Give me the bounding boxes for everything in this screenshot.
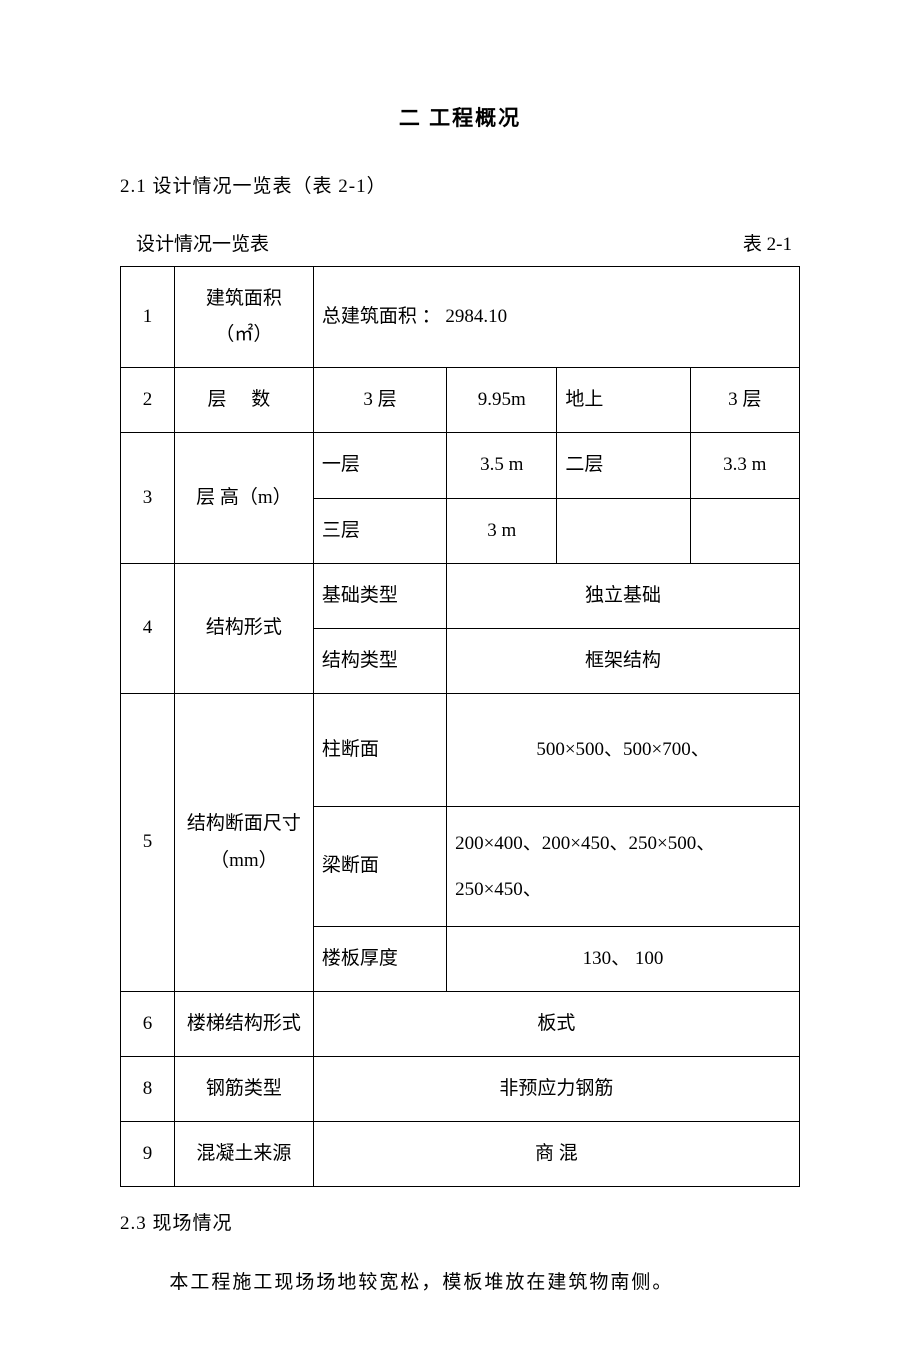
table-row: 1 建筑面积（㎡） 总建筑面积 ： 2984.10 (121, 267, 800, 368)
table-caption-row: 设计情况一览表 表 2-1 (136, 228, 792, 262)
table-row: 3 层 高（m） 一层 3.5 m 二层 3.3 m (121, 433, 800, 498)
table-row: 5 结构断面尺寸（mm） 柱断面 500×500、500×700、 (121, 693, 800, 806)
cell-value: 200×400、200×450、250×500、250×450、 (447, 806, 800, 926)
cell-sublabel: 一层 (313, 433, 446, 498)
cell-idx: 3 (121, 433, 175, 563)
cell-value: 独立基础 (447, 563, 800, 628)
cell-value: 3 m (447, 498, 557, 563)
body-paragraph: 本工程施工现场场地较宽松，模板堆放在建筑物南侧。 (120, 1266, 800, 1300)
cell-value: 3 层 (690, 368, 799, 433)
cell-idx: 2 (121, 368, 175, 433)
cell-value: 500×500、500×700、 (447, 693, 800, 806)
cell-value: 3 层 (313, 368, 446, 433)
section-2-3-heading: 2.3 现场情况 (120, 1207, 800, 1241)
table-row: 6 楼梯结构形式 板式 (121, 992, 800, 1057)
cell-value: 板式 (313, 992, 799, 1057)
cell-sublabel: 基础类型 (313, 563, 446, 628)
cell-label-text: 层 数 (208, 389, 281, 410)
cell-label: 层 高（m） (174, 433, 313, 563)
page-title: 二 工程概况 (120, 100, 800, 138)
cell-value (690, 498, 799, 563)
cell-label: 钢筋类型 (174, 1057, 313, 1122)
cell-label: 楼梯结构形式 (174, 992, 313, 1057)
cell-value: 3.3 m (690, 433, 799, 498)
cell-label: 结构形式 (174, 563, 313, 693)
cell-idx: 6 (121, 992, 175, 1057)
cell-value: 商 混 (313, 1122, 799, 1187)
cell-label: 层 数 (174, 368, 313, 433)
cell-idx: 4 (121, 563, 175, 693)
design-overview-table: 1 建筑面积（㎡） 总建筑面积 ： 2984.10 2 层 数 3 层 9.95… (120, 266, 800, 1187)
cell-sublabel: 柱断面 (313, 693, 446, 806)
cell-value: 130、 100 (447, 927, 800, 992)
table-caption-left: 设计情况一览表 (136, 228, 269, 262)
cell-value: 非预应力钢筋 (313, 1057, 799, 1122)
cell-sublabel: 结构类型 (313, 628, 446, 693)
cell-value (557, 498, 690, 563)
cell-idx: 9 (121, 1122, 175, 1187)
table-row: 8 钢筋类型 非预应力钢筋 (121, 1057, 800, 1122)
cell-sublabel: 楼板厚度 (313, 927, 446, 992)
section-2-1-heading: 2.1 设计情况一览表（表 2-1） (120, 170, 800, 204)
table-caption-right: 表 2-1 (743, 228, 792, 262)
cell-value: 框架结构 (447, 628, 800, 693)
cell-sublabel: 三层 (313, 498, 446, 563)
cell-sublabel: 梁断面 (313, 806, 446, 926)
table-row: 4 结构形式 基础类型 独立基础 (121, 563, 800, 628)
table-row: 9 混凝土来源 商 混 (121, 1122, 800, 1187)
cell-label: 混凝土来源 (174, 1122, 313, 1187)
cell-value: 地上 (557, 368, 690, 433)
cell-label: 建筑面积（㎡） (174, 267, 313, 368)
cell-idx: 8 (121, 1057, 175, 1122)
cell-idx: 5 (121, 693, 175, 991)
cell-label: 结构断面尺寸（mm） (174, 693, 313, 991)
cell-value: 9.95m (447, 368, 557, 433)
table-row: 2 层 数 3 层 9.95m 地上 3 层 (121, 368, 800, 433)
cell-value: 3.5 m (447, 433, 557, 498)
cell-value: 总建筑面积 ： 2984.10 (313, 267, 799, 368)
cell-value: 二层 (557, 433, 690, 498)
cell-idx: 1 (121, 267, 175, 368)
